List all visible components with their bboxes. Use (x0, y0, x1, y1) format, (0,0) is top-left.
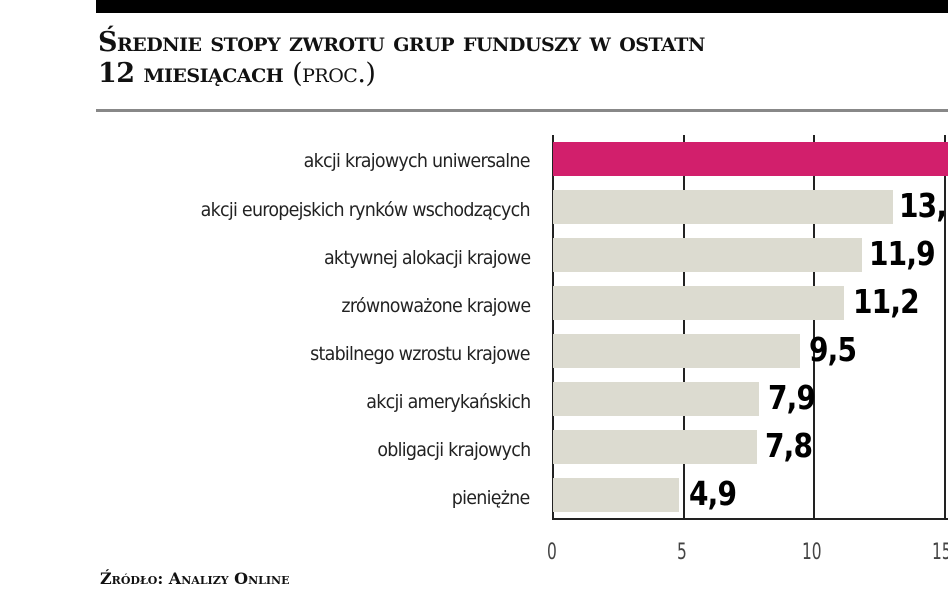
category-label: akcji europejskich rynków wschodzących (200, 199, 531, 221)
title-unit: (proc.) (292, 58, 376, 89)
x-tick: 15 (932, 540, 948, 565)
gridline-10 (813, 135, 815, 518)
bar (553, 430, 757, 464)
x-tick: 5 (677, 540, 687, 565)
value-label: 11,2 (853, 282, 920, 321)
bar-highlight (553, 142, 948, 176)
bar (553, 190, 893, 224)
bar (553, 382, 759, 416)
gridline-0 (552, 135, 554, 518)
category-label: akcji krajowych uniwersalne (303, 150, 531, 172)
gridline-5 (683, 135, 685, 518)
value-label: 11,9 (869, 234, 936, 273)
value-label: 7,9 (768, 378, 816, 417)
bar (553, 238, 862, 272)
x-tick: 10 (802, 540, 822, 565)
title-divider (96, 109, 948, 112)
value-label: 4,9 (689, 474, 737, 513)
category-label: aktywnej alokacji krajowe (323, 247, 531, 269)
title-line-1: Średnie stopy zwrotu grup funduszy w ost… (98, 27, 705, 58)
category-label: pieniężne (452, 487, 531, 509)
source-note: Źródło: Analizy Online (100, 569, 290, 588)
x-axis (552, 518, 948, 520)
title-line-2: 12 miesiącach (98, 58, 284, 89)
category-label: obligacji krajowych (376, 439, 531, 461)
bar (553, 478, 679, 512)
top-black-bar (96, 0, 948, 13)
value-label: 9,5 (809, 330, 857, 369)
bar (553, 334, 800, 368)
value-label: 13, (899, 186, 947, 225)
category-label: akcji amerykańskich (365, 391, 531, 413)
value-label: 7,8 (765, 426, 813, 465)
gridline-15 (944, 135, 946, 518)
chart-title: Średnie stopy zwrotu grup funduszy w ost… (98, 27, 705, 89)
x-tick: 0 (547, 540, 557, 565)
category-label: stabilnego wzrostu krajowe (310, 343, 530, 365)
category-label: zrównoważone krajowe (341, 295, 531, 317)
bar (553, 286, 844, 320)
